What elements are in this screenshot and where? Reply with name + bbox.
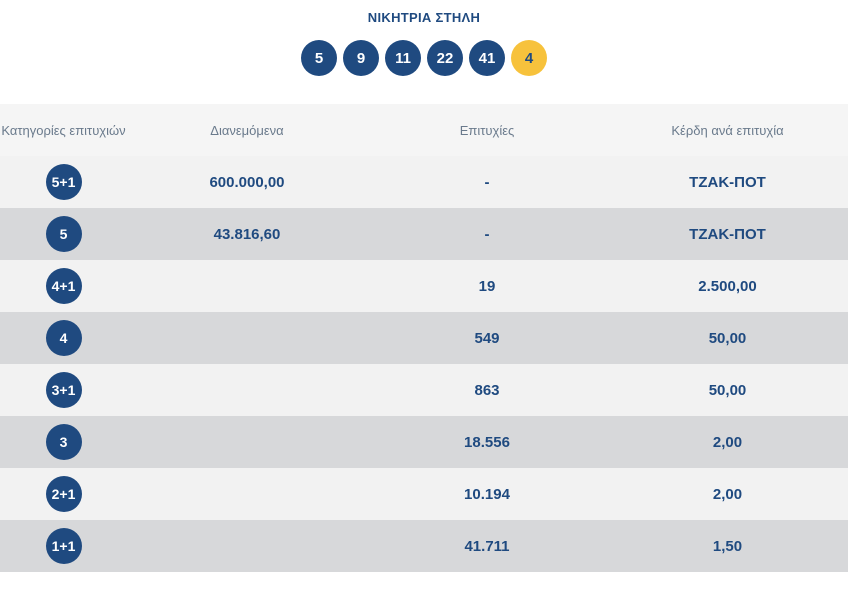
prize-value: ΤΖΑΚ-ΠΟΤ <box>689 225 766 243</box>
winners-value: 18.556 <box>464 433 510 451</box>
category-badge: 5 <box>45 216 82 252</box>
category-badge: 2+1 <box>45 476 82 512</box>
distributed-value: 600.000,00 <box>209 173 285 191</box>
table-row: 1+1 41.711 1,50 <box>0 520 848 572</box>
winners-value: 549 <box>474 329 500 347</box>
category-badge: 4+1 <box>45 268 82 304</box>
header-winners: Επιτυχίες <box>459 122 515 138</box>
table-header-row: Κατηγορίες επιτυχιών Διανεμόμενα Επιτυχί… <box>0 104 848 156</box>
prize-value: 2,00 <box>712 485 743 503</box>
winners-value: - <box>484 225 490 243</box>
winners-value: - <box>484 173 490 191</box>
prize-value: 50,00 <box>708 329 747 347</box>
header-distributed: Διανεμόμενα <box>210 122 284 138</box>
table-row: 3 18.556 2,00 <box>0 416 848 468</box>
category-badge: 1+1 <box>45 528 82 564</box>
prize-value: 2.500,00 <box>698 277 757 295</box>
category-badge: 5+1 <box>45 164 82 200</box>
prize-table: Κατηγορίες επιτυχιών Διανεμόμενα Επιτυχί… <box>0 104 848 572</box>
table-row: 5 43.816,60 - ΤΖΑΚ-ΠΟΤ <box>0 208 848 260</box>
winners-value: 19 <box>478 277 496 295</box>
prize-value: 1,50 <box>712 537 743 555</box>
header-prize: Κέρδη ανά επιτυχία <box>671 122 784 138</box>
table-row: 5+1 600.000,00 - ΤΖΑΚ-ΠΟΤ <box>0 156 848 208</box>
prize-value: 50,00 <box>708 381 747 399</box>
winning-column-title: ΝΙΚΗΤΡΙΑ ΣΤΗΛΗ <box>367 10 481 25</box>
prize-value: 2,00 <box>712 433 743 451</box>
winners-value: 41.711 <box>464 537 510 555</box>
winning-numbers: 5 9 11 22 41 4 <box>0 40 848 76</box>
winning-number-ball: 9 <box>343 40 379 76</box>
category-badge: 3 <box>45 424 82 460</box>
category-badge: 3+1 <box>45 372 82 408</box>
prize-value: ΤΖΑΚ-ΠΟΤ <box>689 173 766 191</box>
winning-number-ball: 41 <box>469 40 505 76</box>
table-row: 4+1 19 2.500,00 <box>0 260 848 312</box>
winners-value: 863 <box>474 381 500 399</box>
winners-value: 10.194 <box>464 485 510 503</box>
joker-number-ball: 4 <box>511 40 547 76</box>
distributed-value: 43.816,60 <box>213 225 281 243</box>
table-row: 4 549 50,00 <box>0 312 848 364</box>
category-badge: 4 <box>45 320 82 356</box>
header-category: Κατηγορίες επιτυχιών <box>1 122 126 138</box>
winning-number-ball: 11 <box>385 40 421 76</box>
winning-number-ball: 5 <box>301 40 337 76</box>
table-row: 3+1 863 50,00 <box>0 364 848 416</box>
winning-number-ball: 22 <box>427 40 463 76</box>
table-row: 2+1 10.194 2,00 <box>0 468 848 520</box>
